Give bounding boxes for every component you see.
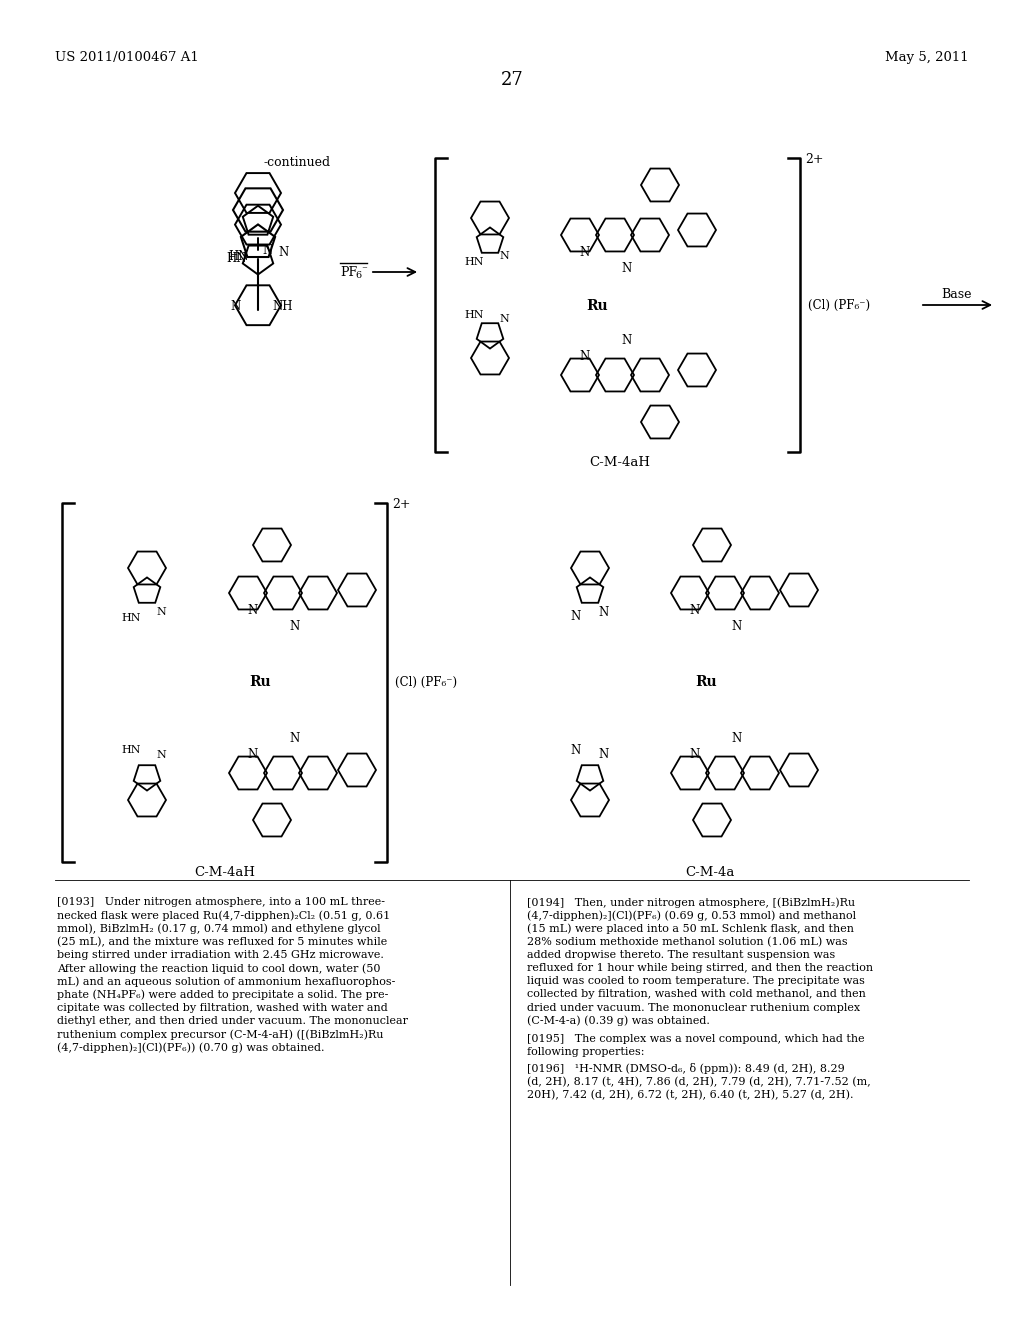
- Text: [0193]   Under nitrogen atmosphere, into a 100 mL three-: [0193] Under nitrogen atmosphere, into a…: [57, 898, 385, 907]
- Text: mL) and an aqueous solution of ammonium hexafluorophos-: mL) and an aqueous solution of ammonium …: [57, 977, 395, 987]
- Text: necked flask were placed Ru(4,7-dipphen)₂Cl₂ (0.51 g, 0.61: necked flask were placed Ru(4,7-dipphen)…: [57, 911, 390, 921]
- Text: N: N: [156, 607, 166, 616]
- Text: (Cl) (PF₆⁻): (Cl) (PF₆⁻): [395, 676, 457, 689]
- Text: Ru: Ru: [586, 300, 608, 313]
- Text: Base: Base: [942, 288, 972, 301]
- Text: ruthenium complex precursor (C-M-4-aH) ([(BiBzlmH₂)Ru: ruthenium complex precursor (C-M-4-aH) (…: [57, 1030, 384, 1040]
- Text: 20H), 7.42 (d, 2H), 6.72 (t, 2H), 6.40 (t, 2H), 5.27 (d, 2H).: 20H), 7.42 (d, 2H), 6.72 (t, 2H), 6.40 (…: [527, 1090, 853, 1100]
- Text: US 2011/0100467 A1: US 2011/0100467 A1: [55, 51, 199, 65]
- Text: collected by filtration, washed with cold methanol, and then: collected by filtration, washed with col…: [527, 990, 866, 999]
- Text: (d, 2H), 8.17 (t, 4H), 7.86 (d, 2H), 7.79 (d, 2H), 7.71-7.52 (m,: (d, 2H), 8.17 (t, 4H), 7.86 (d, 2H), 7.7…: [527, 1077, 870, 1086]
- Text: N: N: [248, 605, 258, 618]
- Text: After allowing the reaction liquid to cool down, water (50: After allowing the reaction liquid to co…: [57, 964, 381, 974]
- Text: (C-M-4-a) (0.39 g) was obtained.: (C-M-4-a) (0.39 g) was obtained.: [527, 1016, 710, 1027]
- Text: N: N: [580, 247, 590, 260]
- Text: N: N: [732, 733, 742, 746]
- Text: 27: 27: [501, 71, 523, 88]
- Text: being stirred under irradiation with 2.45 GHz microwave.: being stirred under irradiation with 2.4…: [57, 950, 384, 960]
- Text: N: N: [732, 620, 742, 634]
- Text: HN: HN: [228, 251, 249, 264]
- Text: C-M-4a: C-M-4a: [685, 866, 734, 879]
- Text: N: N: [156, 750, 166, 760]
- Text: following properties:: following properties:: [527, 1047, 644, 1057]
- Text: HN: HN: [226, 252, 247, 264]
- Text: 28% sodium methoxide methanol solution (1.06 mL) was: 28% sodium methoxide methanol solution (…: [527, 937, 848, 946]
- Text: N: N: [499, 314, 509, 323]
- Text: (15 mL) were placed into a 50 mL Schlenk flask, and then: (15 mL) were placed into a 50 mL Schlenk…: [527, 924, 854, 935]
- Text: [0196]   ¹H-NMR (DMSO-d₆, δ (ppm)): 8.49 (d, 2H), 8.29: [0196] ¹H-NMR (DMSO-d₆, δ (ppm)): 8.49 (…: [527, 1064, 845, 1074]
- Text: N: N: [290, 620, 300, 634]
- Text: mmol), BiBzlmH₂ (0.17 g, 0.74 mmol) and ethylene glycol: mmol), BiBzlmH₂ (0.17 g, 0.74 mmol) and …: [57, 924, 381, 935]
- Text: N: N: [580, 351, 590, 363]
- Text: N: N: [622, 263, 632, 276]
- Text: N: N: [570, 610, 582, 623]
- Text: N: N: [690, 605, 700, 618]
- Text: C-M-4aH: C-M-4aH: [590, 455, 650, 469]
- Text: diethyl ether, and then dried under vacuum. The mononuclear: diethyl ether, and then dried under vacu…: [57, 1016, 408, 1026]
- Text: N: N: [599, 748, 609, 762]
- Text: N: N: [599, 606, 609, 619]
- Text: dried under vacuum. The mononuclear ruthenium complex: dried under vacuum. The mononuclear ruth…: [527, 1003, 860, 1012]
- Text: [0195]   The complex was a novel compound, which had the: [0195] The complex was a novel compound,…: [527, 1034, 864, 1044]
- Text: Ru: Ru: [249, 675, 270, 689]
- Text: cipitate was collected by filtration, washed with water and: cipitate was collected by filtration, wa…: [57, 1003, 388, 1012]
- Text: NH: NH: [272, 301, 293, 314]
- Text: HN: HN: [121, 612, 140, 623]
- Text: 2+: 2+: [805, 153, 823, 166]
- Text: Ru: Ru: [695, 675, 717, 689]
- Text: N: N: [622, 334, 632, 347]
- Text: N: N: [690, 748, 700, 762]
- Text: N: N: [499, 251, 509, 261]
- Text: HN: HN: [121, 744, 140, 755]
- Text: N: N: [230, 300, 241, 313]
- Text: (25 mL), and the mixture was refluxed for 5 minutes while: (25 mL), and the mixture was refluxed fo…: [57, 937, 387, 946]
- Text: (4,7-dipphen)₂](Cl)(PF₆)) (0.70 g) was obtained.: (4,7-dipphen)₂](Cl)(PF₆)) (0.70 g) was o…: [57, 1043, 325, 1053]
- Text: ⁻: ⁻: [361, 265, 367, 275]
- Text: (4,7-dipphen)₂](Cl)(PF₆) (0.69 g, 0.53 mmol) and methanol: (4,7-dipphen)₂](Cl)(PF₆) (0.69 g, 0.53 m…: [527, 911, 856, 921]
- Text: N: N: [263, 244, 273, 257]
- Text: N: N: [290, 733, 300, 746]
- Text: N: N: [278, 246, 288, 259]
- Text: 6: 6: [355, 271, 361, 280]
- Text: [0194]   Then, under nitrogen atmosphere, [(BiBzlmH₂)Ru: [0194] Then, under nitrogen atmosphere, …: [527, 898, 855, 908]
- Text: liquid was cooled to room temperature. The precipitate was: liquid was cooled to room temperature. T…: [527, 977, 865, 986]
- Text: phate (NH₄PF₆) were added to precipitate a solid. The pre-: phate (NH₄PF₆) were added to precipitate…: [57, 990, 388, 1001]
- Text: N: N: [248, 748, 258, 762]
- Text: added dropwise thereto. The resultant suspension was: added dropwise thereto. The resultant su…: [527, 950, 836, 960]
- Text: (Cl) (PF₆⁻): (Cl) (PF₆⁻): [808, 298, 870, 312]
- Text: -continued: -continued: [263, 156, 330, 169]
- Text: May 5, 2011: May 5, 2011: [886, 51, 969, 65]
- Text: refluxed for 1 hour while being stirred, and then the reaction: refluxed for 1 hour while being stirred,…: [527, 964, 873, 973]
- Text: 2+: 2+: [392, 498, 411, 511]
- Text: C-M-4aH: C-M-4aH: [195, 866, 256, 879]
- Text: HN: HN: [464, 310, 483, 319]
- Text: PF: PF: [340, 265, 357, 279]
- Text: N: N: [570, 743, 582, 756]
- Text: HN: HN: [464, 257, 483, 267]
